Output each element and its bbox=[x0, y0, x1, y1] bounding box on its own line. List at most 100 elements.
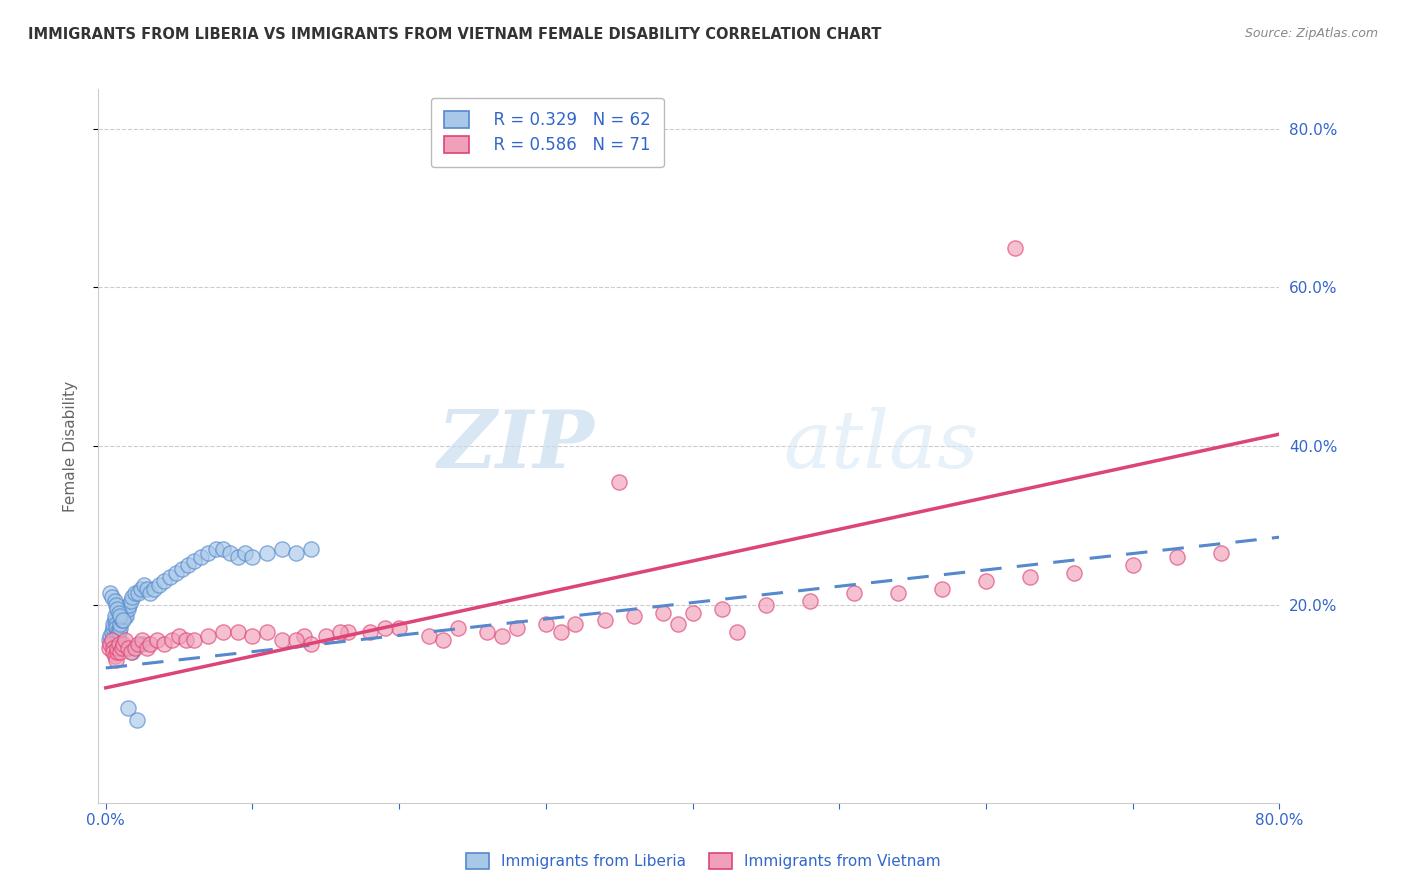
Point bbox=[105, 621, 128, 635]
Point bbox=[270, 542, 292, 557]
Point bbox=[115, 609, 138, 624]
Point bbox=[103, 649, 125, 664]
Legend: Immigrants from Liberia, Immigrants from Vietnam: Immigrants from Liberia, Immigrants from… bbox=[460, 847, 946, 875]
Point bbox=[103, 609, 125, 624]
Point bbox=[129, 582, 152, 596]
Point bbox=[108, 625, 131, 640]
Y-axis label: Female Disability: Female Disability bbox=[63, 380, 77, 512]
Point bbox=[100, 625, 122, 640]
Point bbox=[114, 609, 136, 624]
Point bbox=[931, 582, 953, 596]
Point bbox=[974, 574, 997, 588]
Point bbox=[799, 593, 821, 607]
Point bbox=[477, 625, 499, 640]
Point bbox=[107, 601, 129, 615]
Point bbox=[107, 641, 129, 656]
Point bbox=[112, 606, 135, 620]
Point bbox=[550, 625, 572, 640]
Point bbox=[131, 637, 153, 651]
Point bbox=[564, 617, 586, 632]
Point bbox=[112, 614, 135, 628]
Point bbox=[124, 641, 146, 656]
Point bbox=[101, 617, 124, 632]
Point bbox=[101, 621, 124, 635]
Point bbox=[103, 593, 125, 607]
Point bbox=[135, 641, 157, 656]
Point bbox=[139, 637, 162, 651]
Point bbox=[682, 606, 704, 620]
Point bbox=[197, 629, 219, 643]
Point bbox=[491, 629, 513, 643]
Point bbox=[120, 645, 142, 659]
Point bbox=[176, 633, 198, 648]
Point bbox=[593, 614, 616, 628]
Point bbox=[103, 614, 125, 628]
Point bbox=[135, 582, 157, 596]
Point bbox=[1063, 566, 1085, 580]
Point bbox=[110, 617, 132, 632]
Point bbox=[108, 637, 131, 651]
Point bbox=[120, 593, 142, 607]
Text: Source: ZipAtlas.com: Source: ZipAtlas.com bbox=[1244, 27, 1378, 40]
Text: atlas: atlas bbox=[783, 408, 979, 484]
Point bbox=[108, 633, 131, 648]
Point bbox=[183, 633, 205, 648]
Text: IMMIGRANTS FROM LIBERIA VS IMMIGRANTS FROM VIETNAM FEMALE DISABILITY CORRELATION: IMMIGRANTS FROM LIBERIA VS IMMIGRANTS FR… bbox=[28, 27, 882, 42]
Point bbox=[110, 609, 132, 624]
Point bbox=[127, 637, 149, 651]
Point bbox=[219, 546, 242, 560]
Point bbox=[315, 629, 337, 643]
Point bbox=[710, 601, 733, 615]
Point bbox=[226, 549, 249, 564]
Point bbox=[505, 621, 527, 635]
Point bbox=[652, 606, 675, 620]
Point bbox=[105, 653, 128, 667]
Point bbox=[131, 633, 153, 648]
Point bbox=[117, 641, 139, 656]
Point bbox=[212, 542, 235, 557]
Point bbox=[98, 585, 121, 599]
Point bbox=[373, 621, 395, 635]
Point bbox=[107, 629, 129, 643]
Point bbox=[666, 617, 689, 632]
Point bbox=[105, 617, 128, 632]
Point bbox=[111, 609, 134, 624]
Point bbox=[98, 629, 121, 643]
Point bbox=[143, 582, 166, 596]
Point bbox=[167, 629, 190, 643]
Point bbox=[114, 633, 136, 648]
Point bbox=[101, 641, 124, 656]
Point bbox=[336, 625, 359, 640]
Point bbox=[359, 625, 381, 640]
Point bbox=[98, 637, 121, 651]
Point bbox=[160, 633, 183, 648]
Point bbox=[1004, 241, 1026, 255]
Point bbox=[125, 713, 148, 727]
Point bbox=[204, 542, 226, 557]
Point bbox=[299, 637, 322, 651]
Point bbox=[1166, 549, 1188, 564]
Point bbox=[1122, 558, 1144, 572]
Point bbox=[165, 566, 187, 580]
Point bbox=[132, 578, 155, 592]
Point bbox=[418, 629, 440, 643]
Point bbox=[153, 574, 176, 588]
Point bbox=[285, 546, 308, 560]
Point bbox=[299, 542, 322, 557]
Point bbox=[725, 625, 748, 640]
Point bbox=[100, 590, 122, 604]
Point bbox=[111, 614, 134, 628]
Point bbox=[121, 645, 143, 659]
Point bbox=[121, 590, 143, 604]
Point bbox=[233, 546, 256, 560]
Point bbox=[100, 633, 122, 648]
Point bbox=[842, 585, 865, 599]
Point bbox=[97, 641, 120, 656]
Point bbox=[148, 578, 170, 592]
Point bbox=[388, 621, 411, 635]
Point bbox=[107, 645, 129, 659]
Point bbox=[139, 585, 162, 599]
Point bbox=[112, 637, 135, 651]
Point bbox=[110, 645, 132, 659]
Point bbox=[256, 546, 278, 560]
